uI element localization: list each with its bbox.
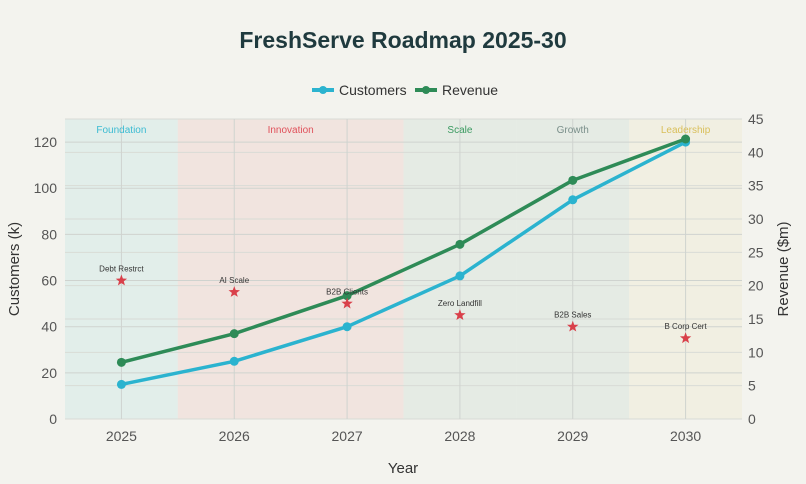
milestone-label: AI Scale [219,276,249,285]
y-tick-label: 40 [41,319,57,335]
milestone-star-icon [679,332,692,344]
x-tick-label: 2028 [444,428,475,444]
y2-tick-label: 5 [748,378,756,394]
y2-tick-label: 15 [748,311,764,327]
y-tick-label: 80 [41,226,57,242]
data-point-customers [229,356,239,366]
legend: Customers Revenue [312,82,498,98]
y-axis-label: Customers (k) [6,222,23,316]
milestone-star-icon [115,274,128,286]
y2-tick-label: 0 [748,411,756,427]
y2-tick-label: 40 [748,144,764,160]
data-point-customers [116,379,126,389]
data-point-revenue [455,239,465,249]
x-tick-label: 2030 [670,428,701,444]
x-axis-label: Year [388,460,418,477]
y2-axis-label: Revenue ($m) [775,221,792,316]
data-point-customers [455,271,465,281]
data-point-customers [342,322,352,332]
data-point-revenue [342,291,352,301]
x-tick-label: 2029 [557,428,588,444]
milestone-star-icon [341,297,353,309]
legend-marker-customers [319,86,327,94]
x-tick-label: 2026 [219,428,250,444]
y2-tick-label: 45 [748,111,764,127]
y2-tick-label: 10 [748,344,764,360]
series-line-customers [121,140,687,387]
milestone-star-icon [454,309,466,320]
data-point-revenue [568,175,578,185]
milestone-star-icon [228,286,240,297]
y-tick-label: 60 [41,273,57,289]
phase-label: Innovation [268,125,314,136]
milestone-label: B2B Clients [326,288,368,297]
x-tick-label: 2027 [332,428,363,444]
milestone-label: B2B Sales [554,311,591,320]
legend-label-revenue: Revenue [442,82,498,98]
y-tick-label: 0 [49,411,57,427]
y2-tick-label: 30 [748,211,764,227]
y-tick-label: 20 [41,365,57,381]
data-point-revenue [681,134,691,144]
phase-band [177,119,404,419]
milestone-label: Debt Restrct [99,265,144,274]
milestone-label: Zero Landfill [438,299,482,308]
milestone-star-icon [567,320,579,332]
phase-label: Foundation [96,125,146,136]
chart-title: FreshServe Roadmap 2025-30 [239,27,566,53]
phase-label: Scale [447,125,472,136]
phase-label: Leadership [661,125,711,136]
y-tick-label: 100 [34,180,58,196]
x-tick-label: 2025 [106,428,137,444]
data-point-revenue [116,357,126,367]
series-line-revenue [120,137,687,365]
y2-tick-label: 20 [748,278,764,294]
y2-tick-label: 35 [748,178,764,194]
phase-label: Growth [557,125,589,136]
y-tick-label: 120 [34,134,58,150]
milestone-label: B Corp Cert [664,322,707,331]
data-point-revenue [229,329,239,339]
data-point-customers [568,195,578,205]
legend-label-customers: Customers [339,82,407,98]
legend-marker-revenue [422,86,430,94]
y2-tick-label: 25 [748,244,764,260]
